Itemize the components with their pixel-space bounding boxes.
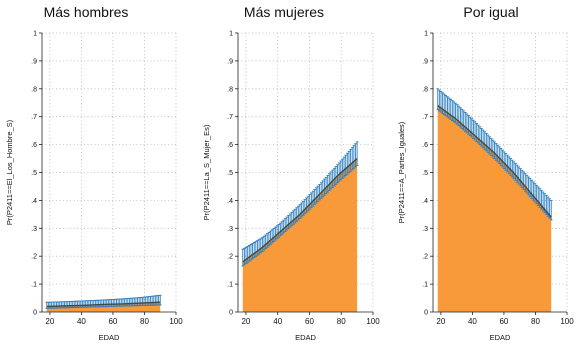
y-tick-label: .9 [31, 58, 37, 65]
x-tick-label: 100 [169, 317, 183, 326]
y-tick-label: .4 [422, 198, 428, 205]
y-tick-label: .1 [422, 282, 428, 289]
x-axis-label: EDAD [490, 333, 511, 342]
panel-2: Más mujeres 0 .1 .2 .3 .4 .5 .6 .7 .8 .9 1 20 40 60 80 1… [202, 4, 380, 342]
y-tick-label: .2 [31, 254, 37, 261]
y-tick-label: .5 [31, 170, 37, 177]
prediction-line [242, 158, 358, 263]
x-tick-label: 60 [499, 317, 508, 326]
y-tick-label: 1 [33, 31, 37, 38]
y-tick-label: 0 [424, 310, 428, 317]
y-tick-label: .8 [422, 86, 428, 93]
y-tick-label: 1 [424, 31, 428, 38]
x-tick-label: 40 [273, 317, 282, 326]
x-tick-label: 100 [560, 317, 574, 326]
prediction-line [46, 301, 161, 308]
y-tick-label: 0 [33, 310, 37, 317]
panel-1: Más hombres 0 .1 .2 .3 .4 .5 .6 .7 .8 .9 1 20 40 60 80 1… [5, 4, 183, 342]
y-tick-label: .4 [227, 198, 233, 205]
x-tick-label: 40 [468, 317, 477, 326]
x-tick-label: 80 [531, 317, 540, 326]
x-tick-label: 80 [140, 317, 149, 326]
x-tick-label: 40 [77, 317, 86, 326]
y-tick-label: .7 [422, 114, 428, 121]
x-tick-label: 60 [108, 317, 117, 326]
y-tick-label: .1 [227, 282, 233, 289]
y-tick-label: .6 [227, 142, 233, 149]
y-tick-label: .3 [31, 226, 37, 233]
confidence-interval [45, 294, 162, 309]
x-tick-label: 20 [241, 317, 250, 326]
prediction-line [437, 104, 552, 218]
x-tick-label: 20 [45, 317, 54, 326]
x-tick-label: 60 [305, 317, 314, 326]
panel-title: Más mujeres [244, 4, 324, 20]
x-axis-label: EDAD [99, 333, 120, 342]
probability-area [437, 105, 552, 312]
y-tick-label: .4 [31, 198, 37, 205]
y-tick-label: .2 [227, 254, 233, 261]
y-tick-label: .6 [31, 142, 37, 149]
y-tick-label: .1 [31, 282, 37, 289]
y-tick-label: 0 [229, 310, 233, 317]
panel-title: Por igual [463, 4, 518, 20]
x-tick-label: 80 [337, 317, 346, 326]
y-tick-label: .2 [422, 254, 428, 261]
y-axis-label: Pr(P2411==El_Los_Hombre_S) [5, 119, 14, 225]
y-tick-label: .6 [422, 142, 428, 149]
x-tick-label: 100 [366, 317, 380, 326]
panel-3: Por igual 0 .1 .2 .3 .4 .5 .6 .7 .8 .9 1 20 40 60 80 100… [397, 4, 574, 342]
y-tick-label: .3 [227, 226, 233, 233]
y-tick-label: .7 [31, 114, 37, 121]
y-tick-label: .9 [227, 58, 233, 65]
confidence-interval [436, 88, 553, 221]
y-tick-label: .8 [31, 86, 37, 93]
y-tick-label: .3 [422, 226, 428, 233]
y-axis-label: Pr(P2411==A_Partes_Iguales) [397, 121, 406, 223]
y-tick-label: .5 [422, 170, 428, 177]
y-axis-label: Pr(P2411==La_S_Mujer_Es) [202, 124, 211, 220]
y-tick-label: .9 [422, 58, 428, 65]
y-tick-label: .7 [227, 114, 233, 121]
x-axis-label: EDAD [295, 333, 316, 342]
panel-title: Más hombres [44, 4, 129, 20]
y-tick-label: .5 [227, 170, 233, 177]
confidence-interval [241, 141, 359, 267]
y-tick-label: 1 [229, 31, 233, 38]
y-tick-label: .8 [227, 86, 233, 93]
x-tick-label: 20 [436, 317, 445, 326]
probability-area [242, 158, 358, 312]
